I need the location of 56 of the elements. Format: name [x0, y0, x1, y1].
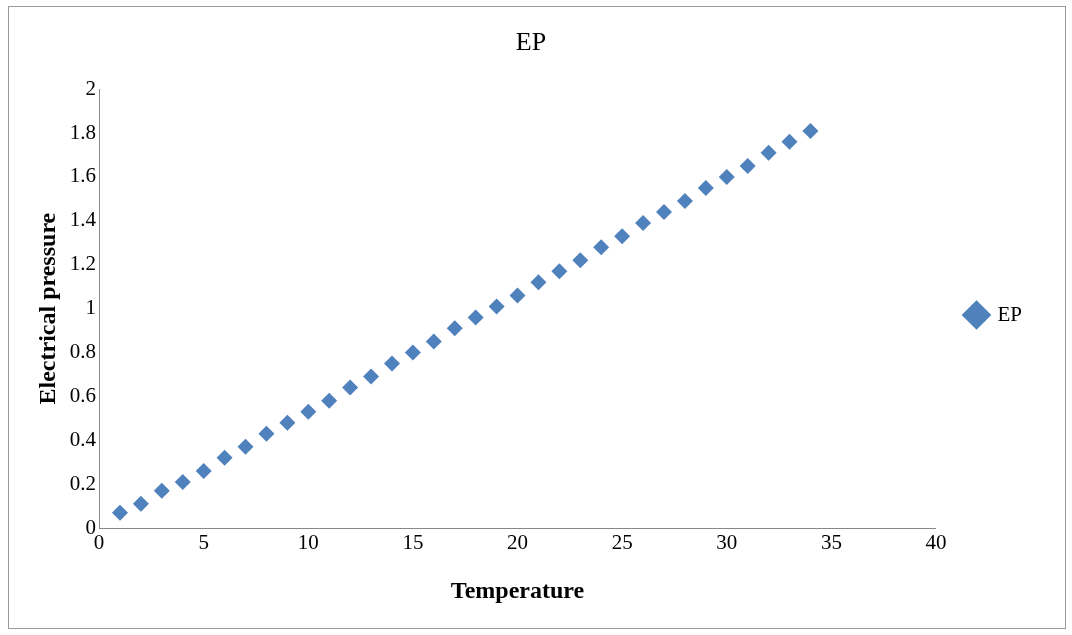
point: [195, 462, 212, 479]
y-tick-label: 0.8: [69, 339, 97, 363]
point: [321, 392, 338, 409]
y-axis-title: Electrical pressure: [33, 212, 60, 405]
point: [467, 309, 484, 326]
point: [802, 122, 819, 139]
point: [530, 274, 547, 291]
point: [739, 157, 756, 174]
x-tick-label: 15: [402, 530, 424, 555]
y-tick-label: 0.4: [69, 426, 97, 451]
x-tick-label: 10: [297, 530, 319, 555]
y-tick-label: 0.2: [69, 470, 97, 495]
y-tick-label: 1.8: [69, 119, 97, 144]
point: [509, 287, 526, 304]
point: [655, 204, 672, 221]
point: [635, 215, 652, 232]
legend-label: EP: [997, 301, 1023, 326]
point: [342, 379, 359, 396]
point: [300, 403, 317, 420]
chart-title: EP: [515, 27, 547, 57]
y-tick-label: 0.6: [69, 382, 97, 407]
x-axis-title: Temperature: [450, 576, 585, 603]
y-tick-label: 1.2: [69, 251, 97, 276]
point: [153, 482, 170, 499]
point: [216, 449, 233, 466]
x-tick-label: 40: [925, 530, 947, 555]
point: [132, 495, 149, 512]
point: [551, 263, 568, 280]
point: [111, 504, 128, 521]
y-tick-label: 2: [85, 75, 97, 100]
x-tick-label: 35: [820, 530, 842, 555]
point: [425, 333, 442, 350]
point: [279, 414, 296, 431]
point: [718, 168, 735, 185]
point: [676, 193, 693, 210]
point: [258, 425, 275, 442]
point: [572, 252, 589, 269]
x-tick-label: 20: [507, 530, 529, 555]
point: [760, 144, 777, 161]
point: [593, 239, 610, 256]
point: [446, 320, 463, 337]
x-tick-label: 5: [198, 530, 209, 555]
x-tick-label: 30: [716, 530, 738, 555]
point: [363, 368, 380, 385]
point: [174, 473, 191, 490]
point: [383, 355, 400, 372]
point: [697, 179, 714, 196]
y-tick-label: 1: [85, 295, 97, 320]
point: [781, 133, 798, 150]
point: [237, 438, 254, 455]
point: [404, 344, 421, 361]
point: [488, 298, 505, 315]
x-tick-label: 25: [611, 530, 633, 555]
point: [614, 228, 631, 245]
y-tick-label: 1.6: [69, 163, 97, 188]
y-tick-label: 1.4: [69, 207, 97, 232]
